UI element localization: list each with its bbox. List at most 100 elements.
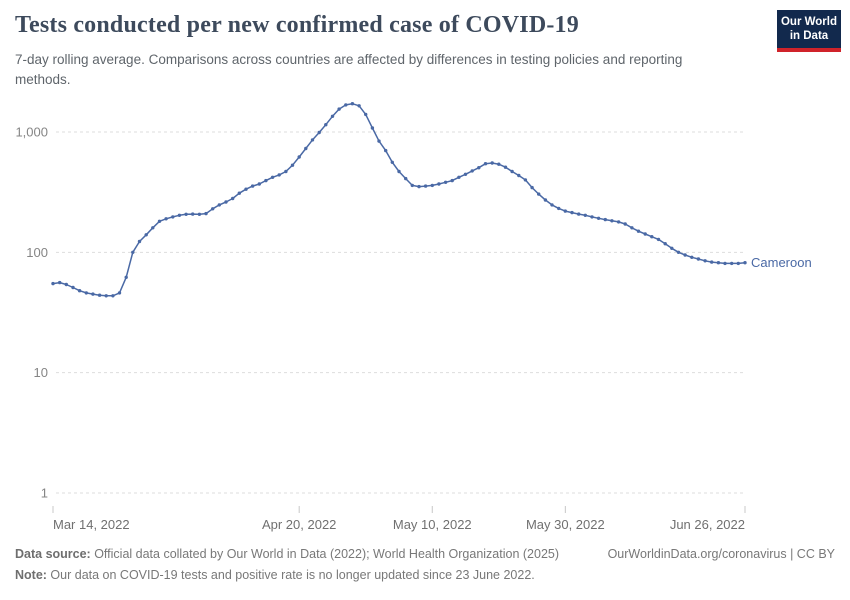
y-axis-tick-label: 10 bbox=[34, 365, 48, 380]
data-point bbox=[264, 178, 268, 183]
data-point bbox=[443, 180, 448, 184]
data-point bbox=[736, 261, 740, 266]
data-point bbox=[616, 220, 621, 224]
data-point bbox=[117, 291, 122, 295]
data-point bbox=[350, 102, 355, 106]
data-point bbox=[656, 237, 661, 242]
chart-subtitle: 7-day rolling average. Comparisons acros… bbox=[15, 52, 683, 87]
data-point bbox=[650, 235, 654, 239]
data-point bbox=[730, 261, 734, 266]
data-point bbox=[104, 294, 108, 298]
data-point bbox=[517, 173, 521, 178]
x-axis-tick-label: Mar 14, 2022 bbox=[53, 517, 130, 532]
data-point bbox=[410, 183, 414, 188]
data-point bbox=[344, 103, 348, 107]
data-point bbox=[676, 250, 681, 254]
data-point bbox=[197, 212, 202, 216]
data-point bbox=[64, 282, 69, 287]
x-axis-tick-label: May 10, 2022 bbox=[393, 517, 472, 532]
data-point bbox=[151, 226, 155, 230]
data-point bbox=[71, 285, 75, 290]
logo-line-1: Our World bbox=[780, 16, 837, 28]
data-point bbox=[503, 165, 508, 169]
data-point bbox=[610, 219, 614, 223]
data-point bbox=[583, 213, 587, 217]
data-point bbox=[84, 291, 89, 295]
line-chart-plot-area[interactable]: 1 10 100 1,000 Mar 14, 2022 Apr 20, 2022 May 1… bbox=[0, 90, 850, 550]
data-point bbox=[457, 175, 461, 179]
data-point bbox=[58, 280, 62, 285]
data-point bbox=[510, 169, 514, 174]
data-point bbox=[716, 261, 721, 265]
data-point bbox=[696, 257, 701, 261]
data-point bbox=[404, 176, 408, 181]
data-point bbox=[237, 191, 241, 195]
data-point bbox=[563, 209, 567, 213]
data-point bbox=[184, 212, 188, 216]
data-point bbox=[623, 222, 627, 226]
data-point bbox=[191, 212, 195, 216]
data-point bbox=[131, 250, 135, 254]
owid-logo[interactable]: Our World in Data bbox=[777, 10, 841, 52]
data-point bbox=[144, 233, 148, 237]
data-point bbox=[430, 183, 434, 188]
data-point bbox=[683, 253, 687, 257]
data-point bbox=[490, 161, 494, 165]
data-point bbox=[530, 185, 534, 190]
x-axis-tick-label: Jun 26, 2022 bbox=[670, 517, 745, 532]
data-point bbox=[164, 217, 168, 221]
data-point bbox=[51, 281, 55, 286]
data-point bbox=[643, 232, 647, 236]
data-point bbox=[603, 217, 607, 222]
data-point bbox=[437, 182, 441, 186]
data-point bbox=[377, 139, 381, 143]
data-source-label: Data source: bbox=[15, 546, 91, 561]
page-title: Tests conducted per new confirmed case o… bbox=[15, 12, 579, 38]
data-point bbox=[324, 123, 328, 127]
note-text: Note: Our data on COVID-19 tests and pos… bbox=[15, 567, 535, 582]
data-point bbox=[217, 203, 221, 207]
data-point bbox=[204, 211, 208, 216]
data-point bbox=[630, 226, 634, 230]
data-point bbox=[177, 213, 182, 217]
data-point bbox=[111, 294, 115, 298]
data-point bbox=[670, 246, 674, 250]
data-point bbox=[157, 219, 162, 223]
data-point bbox=[297, 155, 301, 159]
data-point bbox=[284, 169, 288, 174]
y-axis-tick-label: 100 bbox=[26, 245, 48, 260]
data-point bbox=[543, 198, 548, 202]
data-point bbox=[224, 200, 228, 204]
data-point bbox=[710, 260, 714, 264]
data-point bbox=[317, 130, 321, 135]
data-point bbox=[384, 148, 388, 153]
chart-footer: Data source: Official data collated by O… bbox=[15, 544, 835, 587]
data-point bbox=[337, 107, 341, 111]
data-point bbox=[364, 112, 368, 117]
data-point bbox=[304, 146, 308, 151]
entity-label-cameroon: Cameroon bbox=[751, 255, 812, 270]
owid-coronavirus-link[interactable]: OurWorldinData.org/coronavirus bbox=[607, 546, 787, 561]
data-point bbox=[91, 292, 95, 296]
data-point bbox=[537, 192, 541, 196]
data-point bbox=[97, 293, 102, 297]
y-axis-tick-label: 1,000 bbox=[15, 125, 48, 140]
data-point bbox=[124, 275, 128, 279]
data-point bbox=[270, 175, 275, 179]
data-point bbox=[357, 104, 361, 108]
data-point bbox=[370, 126, 375, 130]
data-point bbox=[523, 178, 528, 182]
data-point bbox=[250, 184, 255, 188]
logo-line-2: in Data bbox=[789, 30, 829, 43]
data-point bbox=[310, 138, 315, 142]
data-point bbox=[171, 215, 175, 219]
data-point bbox=[397, 169, 401, 174]
data-point bbox=[703, 259, 707, 263]
data-point bbox=[570, 210, 574, 215]
data-point bbox=[244, 187, 248, 191]
data-point bbox=[417, 184, 421, 189]
data-point bbox=[390, 160, 394, 164]
data-point bbox=[231, 196, 235, 201]
data-point bbox=[463, 172, 468, 176]
